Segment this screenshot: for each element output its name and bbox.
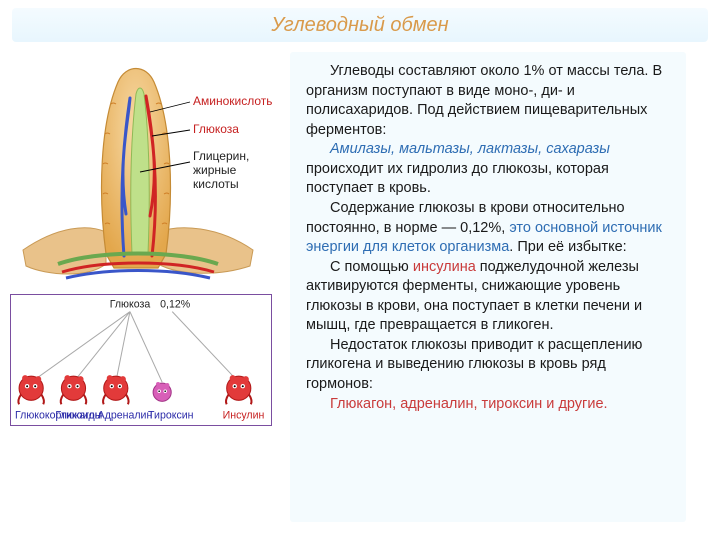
dlabel-1: Глюкагон bbox=[55, 409, 100, 421]
para-1: Углеводы составляют около 1% от массы те… bbox=[306, 62, 672, 140]
para-6: Глюкагон, адреналин, тироксин и другие. bbox=[306, 395, 672, 415]
dlabel-2: Адреналин bbox=[98, 409, 153, 421]
para-3c: . При её избытке: bbox=[509, 239, 626, 255]
label-amino: Аминокислоты bbox=[193, 94, 272, 108]
enzymes-blue: Амилазы, мальтазы, лактазы, сахаразы bbox=[330, 141, 610, 157]
para-4a: С помощью bbox=[330, 259, 413, 275]
label-glyc3: кислоты bbox=[193, 177, 239, 191]
label-glyc1: Глицерин, bbox=[193, 149, 249, 163]
title-bar: Углеводный обмен bbox=[12, 8, 708, 42]
para-4: С помощью инсулина поджелудочной железы … bbox=[306, 258, 672, 336]
para-2-rest: происходит их гидролиз до глюкозы, котор… bbox=[306, 161, 609, 197]
hormone-nodes bbox=[18, 375, 251, 404]
dlabel-percent: 0,12% bbox=[160, 299, 191, 311]
insulin-red: инсулина bbox=[413, 259, 476, 275]
hormone-svg: Глюкоза 0,12% bbox=[11, 295, 271, 425]
hormones-red: Глюкагон, адреналин, тироксин и другие. bbox=[330, 396, 608, 412]
hormone-diagram: Глюкоза 0,12% bbox=[10, 294, 272, 426]
page-title: Углеводный обмен bbox=[271, 14, 448, 37]
dlabel-4: Инсулин bbox=[223, 409, 265, 421]
dlabel-3: Тироксин bbox=[148, 409, 194, 421]
para-5: Недостаток глюкозы приводит к расщеплени… bbox=[306, 336, 672, 395]
label-glyc2: жирные bbox=[193, 163, 237, 177]
villus-figure: Аминокислоты Глюкоза Глицерин, жирные ки… bbox=[18, 54, 272, 280]
para-3: Содержание глюкозы в крови относительно … bbox=[306, 199, 672, 258]
text-panel: Углеводы составляют около 1% от массы те… bbox=[290, 52, 686, 522]
para-2: Амилазы, мальтазы, лактазы, сахаразы про… bbox=[306, 140, 672, 199]
label-glucose: Глюкоза bbox=[193, 122, 239, 136]
dlabel-glucose: Глюкоза bbox=[110, 299, 151, 311]
page-root: Углеводный обмен Углеводы составляют око… bbox=[0, 0, 720, 540]
villus-svg: Аминокислоты Глюкоза Глицерин, жирные ки… bbox=[18, 54, 272, 280]
